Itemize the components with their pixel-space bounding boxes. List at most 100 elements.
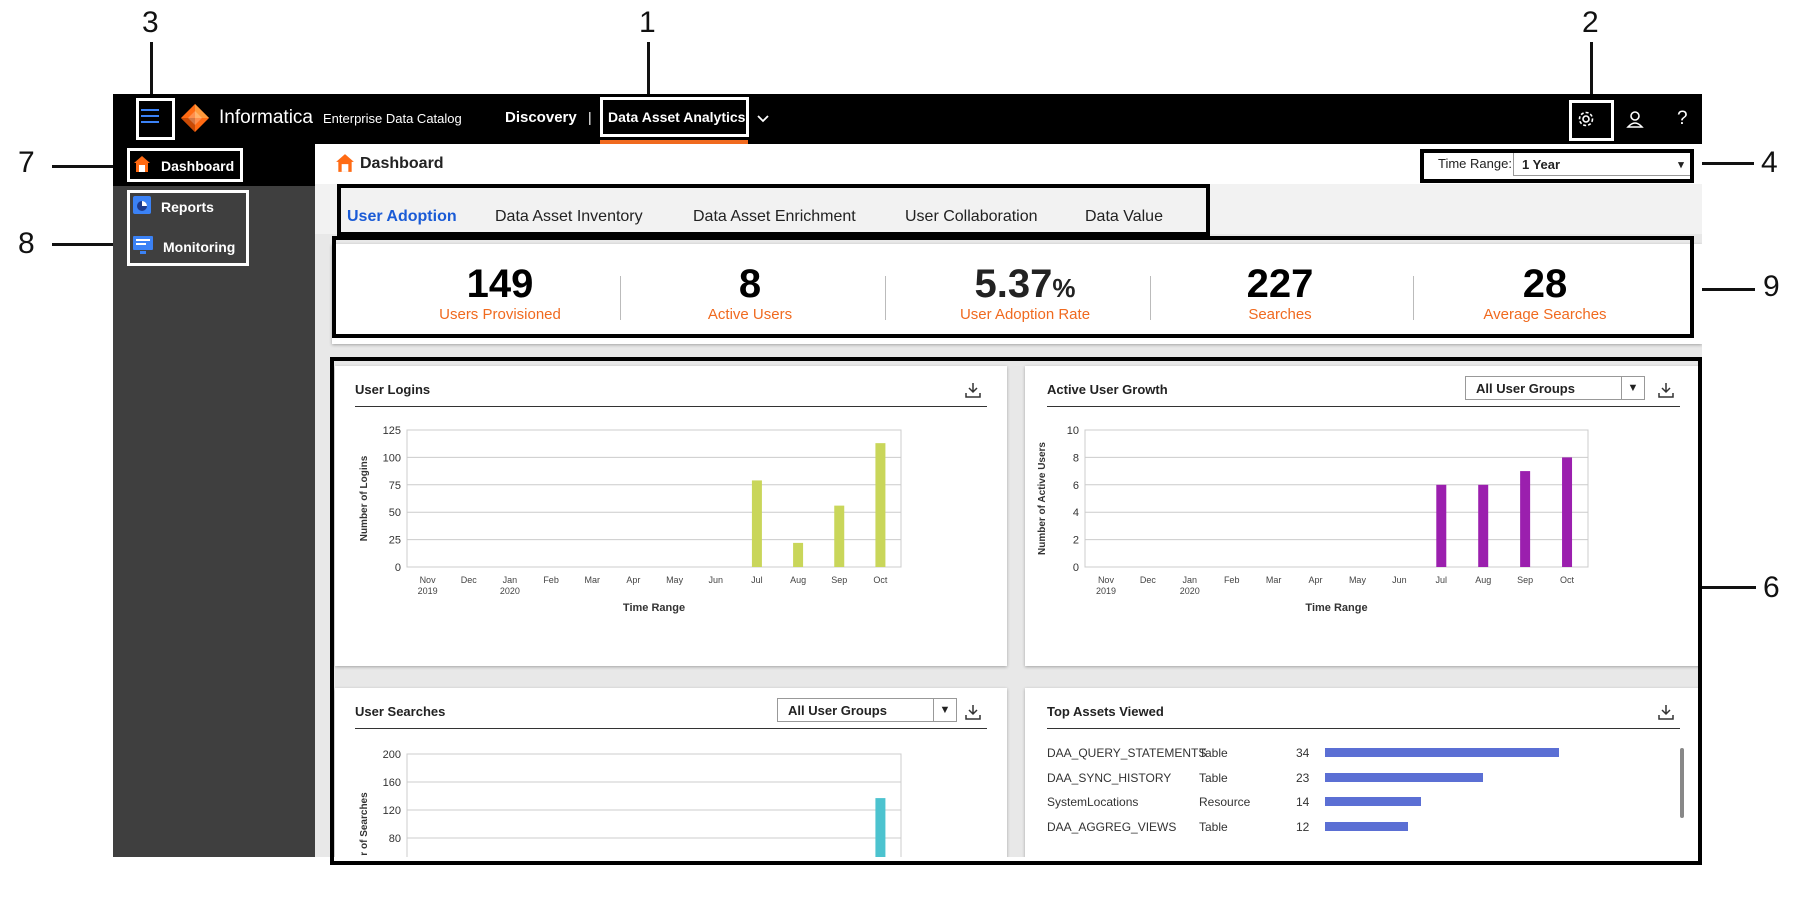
- download-icon[interactable]: [1658, 382, 1674, 398]
- tab-user-adoption[interactable]: User Adoption: [347, 208, 457, 225]
- sidebar-item-reports[interactable]: Reports: [133, 196, 214, 217]
- y-tick-label: 0: [395, 562, 401, 574]
- x-tick-label: Mar: [585, 575, 601, 585]
- x-tick-label: Jun: [708, 575, 723, 585]
- page-title: Dashboard: [360, 155, 444, 172]
- kpi-adoption-rate-value: 5.37%: [915, 262, 1135, 307]
- asset-type: Table: [1199, 770, 1228, 785]
- asset-count: 34: [1296, 746, 1310, 760]
- kpi-active-users-value: 8: [738, 262, 762, 306]
- x-tick-label: Sep: [1517, 575, 1533, 585]
- kpi-divider: [1150, 276, 1151, 320]
- bar: [875, 443, 886, 567]
- user-icon[interactable]: [1625, 109, 1645, 129]
- callout-6-line: [1700, 586, 1756, 589]
- callout-6: 6: [1763, 571, 1780, 604]
- x-tick-label: Sep: [831, 575, 847, 585]
- kpi-average-searches-label: Average Searches: [1483, 306, 1607, 323]
- download-icon[interactable]: [1658, 704, 1674, 720]
- tab-bar: [315, 184, 1702, 234]
- user-logins-panel: User Logins 0 25 50 75 100 125 Nov 2019 Dec Jan 20…: [335, 366, 1007, 666]
- top-bar: Informatica Enterprise Data Catalog Disc…: [113, 94, 1702, 144]
- y-tick-label: 80: [389, 833, 401, 845]
- panel-title: Top Assets Viewed: [1047, 704, 1164, 719]
- download-icon[interactable]: [965, 382, 981, 398]
- chevron-down-icon[interactable]: [756, 112, 770, 126]
- kpi-adoption-rate-label: User Adoption Rate: [959, 306, 1091, 323]
- bar: [834, 505, 845, 567]
- callout-4: 4: [1761, 146, 1778, 179]
- tab-user-collaboration[interactable]: User Collaboration: [905, 208, 1038, 225]
- sidebar-item-label: Dashboard: [161, 157, 235, 174]
- x-tick-label: Jan: [503, 575, 518, 585]
- asset-bar: [1325, 797, 1422, 806]
- bar: [1562, 457, 1573, 567]
- tabs-highlight: [337, 184, 1210, 236]
- callout-7: 7: [18, 146, 35, 179]
- kpi-divider: [620, 276, 621, 320]
- callout-8: 8: [18, 227, 35, 260]
- panel-title: Active User Growth: [1047, 382, 1168, 397]
- kpi-average-searches-value: 28: [1522, 262, 1568, 306]
- y-tick-label: 25: [389, 535, 401, 547]
- asset-type: Table: [1199, 819, 1228, 834]
- user-groups-select[interactable]: All User Groups ▼: [777, 698, 957, 722]
- panel-divider: [355, 406, 987, 407]
- user-searches-panel: User Searches All User Groups ▼ 80 120 160…: [335, 688, 1007, 857]
- gear-highlight: [1569, 100, 1614, 141]
- asset-type: Table: [1199, 746, 1228, 760]
- asset-bar: [1325, 821, 1408, 831]
- sidebar-item-dashboard[interactable]: Dashboard: [133, 155, 234, 176]
- tab-data-value[interactable]: Data Value: [1085, 208, 1163, 225]
- x-tick-label: Jun: [1392, 575, 1407, 585]
- y-tick-label: 6: [1073, 480, 1079, 492]
- list-item[interactable]: DAA_AGGREG_VIEWS Table 12: [1025, 820, 1665, 838]
- x-tick-label: Dec: [1140, 575, 1157, 585]
- asset-count: 12: [1296, 819, 1310, 834]
- x-tick-label: Aug: [1475, 575, 1491, 585]
- x-tick-label: Feb: [543, 575, 559, 585]
- bar: [1520, 471, 1531, 567]
- list-item[interactable]: SystemLocations Resource 14: [1025, 795, 1665, 813]
- kpi-searches-label: Searches: [1248, 306, 1312, 323]
- list-item[interactable]: DAA_QUERY_STATEMENTS Table 34: [1025, 746, 1665, 764]
- home-icon: [133, 155, 151, 176]
- asset-count: 14: [1296, 795, 1310, 809]
- asset-bar: [1325, 772, 1484, 782]
- gear-icon[interactable]: [1576, 109, 1596, 129]
- y-tick-label: 4: [1073, 507, 1079, 519]
- kpi-panel: [332, 244, 1702, 344]
- callout-3-line: [150, 42, 153, 100]
- user-groups-value: All User Groups: [1476, 381, 1575, 396]
- user-groups-select[interactable]: All User Groups ▼: [1465, 376, 1645, 400]
- chevron-down-icon[interactable]: ▼: [933, 699, 956, 721]
- callout-7-line: [52, 165, 128, 168]
- kpi-highlight: [332, 236, 1694, 338]
- nav-data-asset-analytics[interactable]: Data Asset Analytics: [608, 109, 746, 125]
- y-axis-label: r of Searches: [359, 792, 370, 856]
- callout-1-line: [647, 42, 650, 98]
- menu-icon[interactable]: [141, 106, 159, 126]
- y-tick-label: 160: [383, 777, 401, 789]
- download-icon[interactable]: [965, 704, 981, 720]
- x-axis-label: Time Range: [1305, 602, 1367, 614]
- main-content: Dashboard Time Range: 1 Year ▾ User Adop…: [315, 144, 1702, 857]
- tab-data-asset-inventory[interactable]: Data Asset Inventory: [495, 208, 643, 225]
- kpi-users-provisioned-label: Users Provisioned: [439, 306, 561, 323]
- nav-active-highlight: [600, 97, 749, 137]
- tab-data-asset-enrichment[interactable]: Data Asset Enrichment: [693, 208, 856, 225]
- nav-discovery[interactable]: Discovery: [505, 109, 577, 126]
- chevron-down-icon[interactable]: ▼: [1621, 377, 1644, 399]
- time-range-select[interactable]: 1 Year ▾: [1513, 152, 1693, 176]
- scrollbar[interactable]: [1680, 748, 1684, 818]
- panel-title: User Logins: [355, 382, 431, 397]
- chevron-down-icon[interactable]: ▾: [1678, 158, 1684, 171]
- help-icon[interactable]: ?: [1677, 108, 1688, 129]
- sidebar-item-monitoring[interactable]: Monitoring: [133, 236, 235, 257]
- asset-name: SystemLocations: [1047, 795, 1139, 809]
- list-item[interactable]: DAA_SYNC_HISTORY Table 23: [1025, 771, 1665, 789]
- nav-separator: |: [588, 109, 592, 125]
- x-tick-label: Jul: [751, 575, 763, 585]
- x-tick-label: Mar: [1266, 575, 1282, 585]
